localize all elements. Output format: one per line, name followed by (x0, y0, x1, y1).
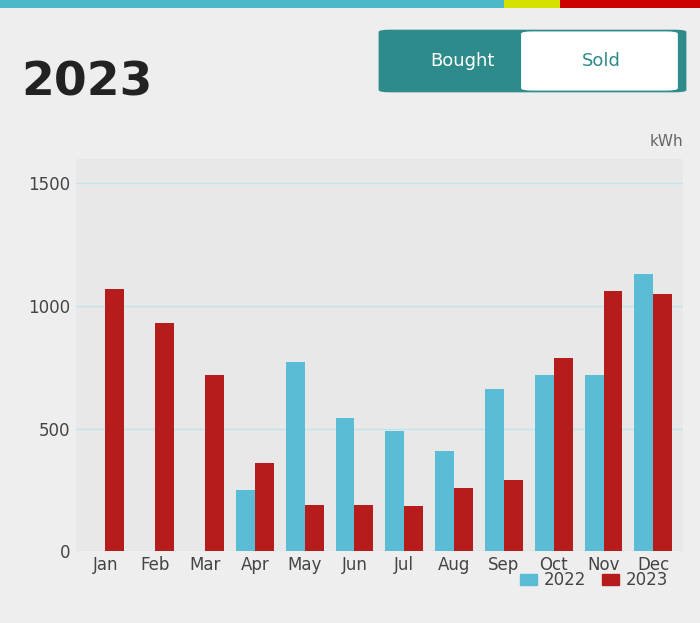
Bar (386, 431, 405, 551)
Bar (634, 274, 653, 551)
Bar (584, 375, 603, 551)
Bar (485, 389, 504, 551)
Bar (554, 358, 573, 551)
FancyBboxPatch shape (521, 31, 678, 90)
Bar (205, 375, 224, 551)
Bar (535, 375, 554, 551)
Bar (255, 463, 274, 551)
Bar (504, 480, 523, 551)
Bar (504, 0, 560, 12)
Bar (454, 488, 473, 551)
Legend: 2022, 2023: 2022, 2023 (513, 564, 675, 596)
Text: kWh: kWh (650, 134, 683, 149)
Bar (155, 323, 174, 551)
Text: Sold: Sold (582, 52, 620, 70)
Bar (653, 294, 672, 551)
Bar (603, 292, 622, 551)
Bar (405, 506, 424, 551)
Bar (560, 0, 700, 12)
Bar (304, 505, 323, 551)
Text: Bought: Bought (430, 52, 495, 70)
Bar (0, 0, 504, 12)
Bar (335, 417, 354, 551)
Bar (435, 451, 454, 551)
Bar (236, 490, 255, 551)
Bar (286, 363, 304, 551)
Bar (354, 505, 373, 551)
Text: 2023: 2023 (21, 60, 153, 105)
FancyBboxPatch shape (379, 30, 687, 92)
Bar (106, 289, 125, 551)
